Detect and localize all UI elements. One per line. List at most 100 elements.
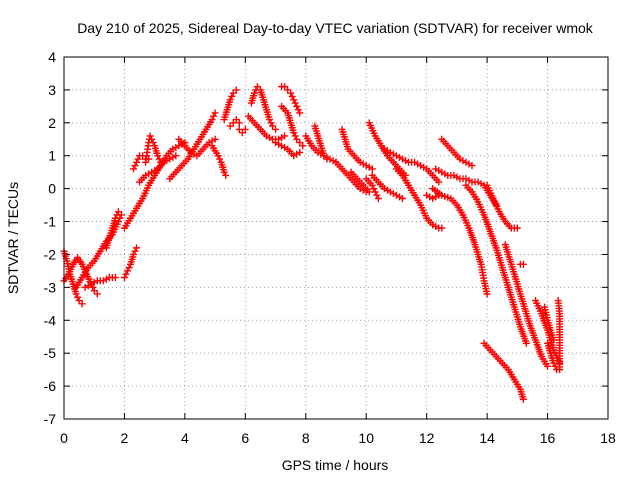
data-point [290, 129, 298, 137]
data-point [438, 224, 446, 232]
data-point [228, 92, 236, 100]
data-point [78, 300, 86, 308]
data-point [368, 181, 376, 189]
x-axis-label: GPS time / hours [282, 457, 389, 473]
data-point [113, 211, 121, 219]
x-tick-label: 12 [419, 430, 435, 446]
data-point [235, 119, 243, 127]
data-point [550, 359, 558, 367]
data-point [133, 244, 141, 252]
y-tick-label: -5 [44, 345, 57, 361]
x-tick-label: 6 [241, 430, 249, 446]
data-point [519, 395, 527, 403]
data-point [544, 362, 552, 370]
y-tick-label: -3 [44, 279, 57, 295]
data-point [519, 260, 527, 268]
data-point [291, 99, 299, 107]
data-point [210, 112, 218, 120]
grid-lines [64, 57, 608, 419]
data-point [131, 162, 139, 170]
plot-frame [63, 56, 609, 420]
data-point [222, 171, 230, 179]
x-tick-label: 0 [60, 430, 68, 446]
data-point [296, 109, 304, 117]
x-tick-label: 2 [121, 430, 129, 446]
data-point [232, 86, 240, 94]
data-point [226, 96, 234, 104]
data-point [281, 132, 289, 140]
y-axis-label: SDTVAR / TECUs [5, 182, 21, 294]
data-point [93, 290, 101, 298]
data-point [290, 96, 298, 104]
data-point [293, 102, 301, 110]
data-point [123, 267, 131, 275]
data-point [241, 125, 249, 133]
data-point [214, 152, 222, 160]
y-tick-label: 4 [48, 49, 56, 65]
data-point [299, 142, 307, 150]
data-point [287, 89, 295, 97]
data-point [131, 247, 139, 255]
y-tick-label: 3 [48, 82, 56, 98]
data-point [365, 188, 373, 196]
y-tick-label: 0 [48, 181, 56, 197]
x-tick-label: 14 [479, 430, 495, 446]
data-point [556, 366, 564, 374]
data-point [513, 224, 521, 232]
data-point [373, 191, 381, 199]
data-point [250, 89, 258, 97]
data-point [483, 290, 491, 298]
data-point [155, 155, 163, 163]
y-tick-label: -4 [44, 312, 57, 328]
data-point [435, 178, 443, 186]
y-tick-label: -6 [44, 378, 57, 394]
data-point [266, 116, 274, 124]
data-point [172, 152, 180, 160]
x-tick-label: 16 [540, 430, 556, 446]
data-point [296, 148, 304, 156]
chart-title: Day 210 of 2025, Sidereal Day-to-day VTE… [77, 20, 594, 36]
data-point [149, 139, 157, 147]
data-point [146, 132, 154, 140]
y-tick-label: -7 [44, 411, 57, 427]
data-point [294, 106, 302, 114]
data-point [211, 135, 219, 143]
y-tick-label: -2 [44, 246, 57, 262]
data-point [370, 185, 378, 193]
data-point [291, 132, 299, 140]
data-point [120, 273, 128, 281]
data-point [468, 162, 476, 170]
y-tick-label: 2 [48, 115, 56, 131]
data-point [125, 264, 133, 272]
data-point [114, 208, 122, 216]
y-tick-label: 1 [48, 148, 56, 164]
x-tick-label: 10 [358, 430, 374, 446]
data-point [374, 195, 382, 203]
data-point [435, 191, 443, 199]
data-point [74, 293, 82, 301]
x-tick-label: 18 [600, 430, 616, 446]
data-point [111, 273, 119, 281]
data-point [148, 135, 156, 143]
data-point [134, 155, 142, 163]
data-point [211, 109, 219, 117]
data-point [398, 195, 406, 203]
data-point [220, 168, 228, 176]
x-tick-label: 8 [302, 430, 310, 446]
data-point [272, 125, 280, 133]
axis-ticks [63, 56, 609, 420]
data-point [288, 92, 296, 100]
data-point [216, 155, 224, 163]
data-point [111, 214, 119, 222]
data-point [522, 339, 530, 347]
x-tick-labels: 0 2 4 6 8 10 12 14 16 18 [60, 430, 616, 446]
data-point [550, 336, 558, 344]
data-point [133, 158, 141, 166]
data-point [368, 165, 376, 173]
data-marks [60, 83, 564, 403]
data-point [267, 119, 275, 127]
x-tick-label: 4 [181, 430, 189, 446]
data-point [72, 290, 80, 298]
data-point [208, 116, 216, 124]
